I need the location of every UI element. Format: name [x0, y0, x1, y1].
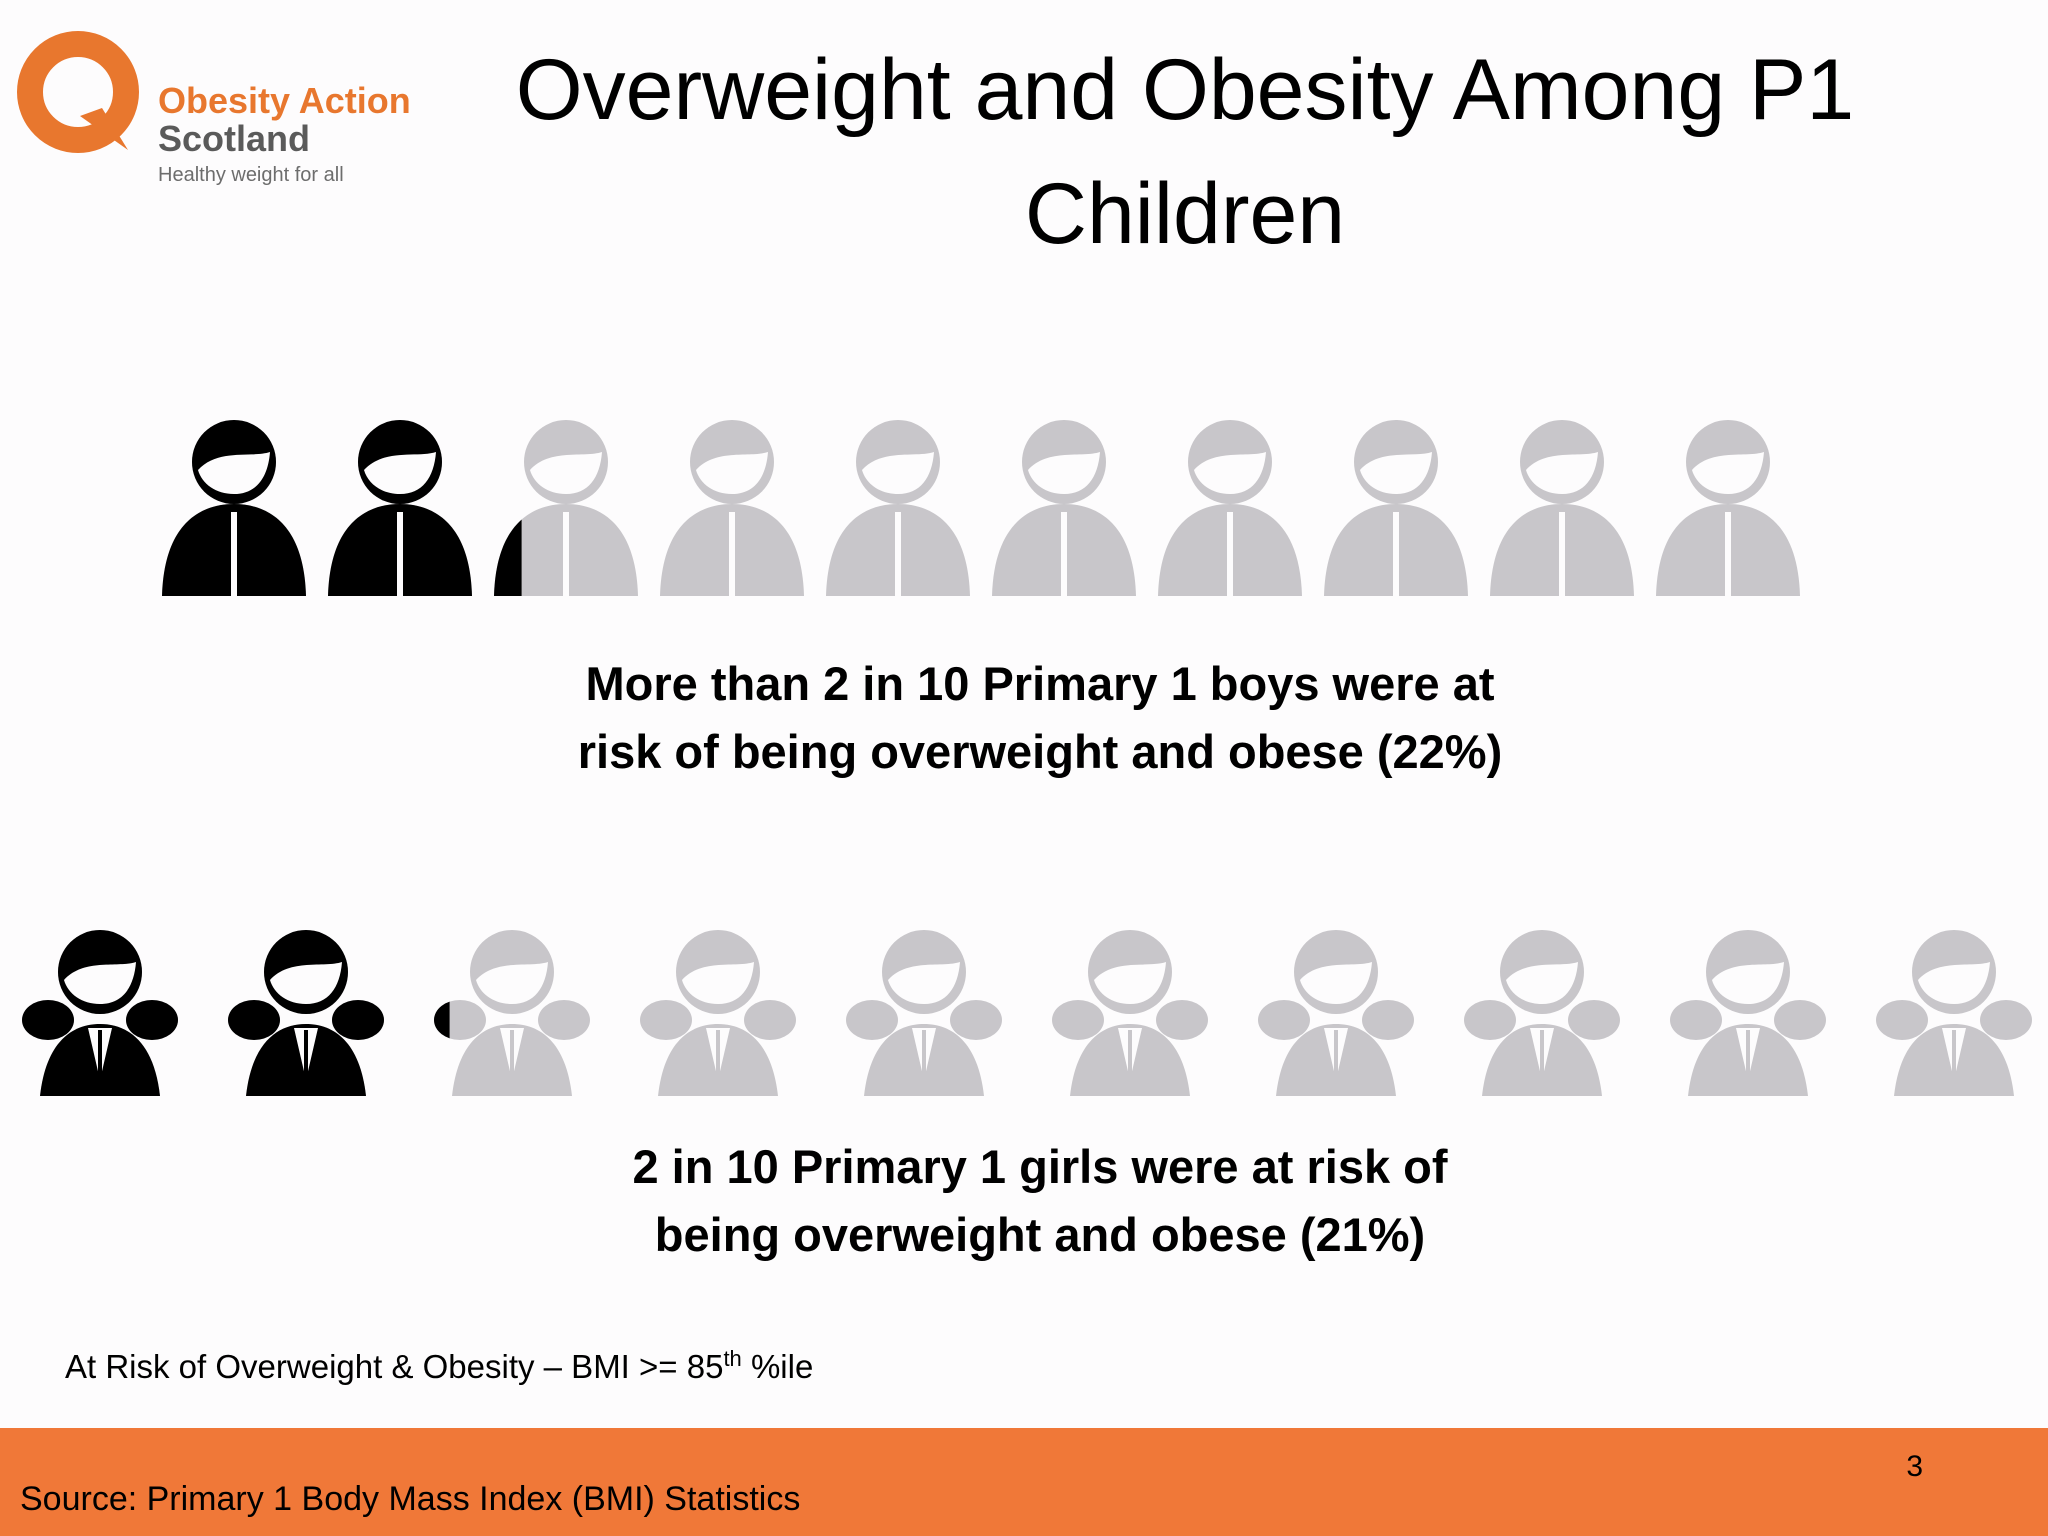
- boys-caption: More than 2 in 10 Primary 1 boys were at…: [420, 650, 1660, 786]
- source-text: Source: Primary 1 Body Mass Index (BMI) …: [20, 1480, 801, 1518]
- logo-name: Obesity Action Scotland: [158, 82, 428, 158]
- slide-title: Overweight and Obesity Among P1 Children: [430, 28, 1940, 276]
- girls-caption-line1: 2 in 10 Primary 1 girls were at risk of: [632, 1140, 1448, 1193]
- boy-icon-3: [494, 420, 638, 596]
- slide-title-line2: Children: [1024, 166, 1346, 262]
- boy-icon-2: [328, 420, 472, 596]
- girl-icon-7: [1258, 930, 1414, 1096]
- girl-icon-6: [1052, 930, 1208, 1096]
- logo-name-line2: Scotland: [158, 118, 311, 159]
- logo-name-line1: Obesity Action: [158, 80, 411, 121]
- girl-icon-4: [640, 930, 796, 1096]
- girl-icon-1: [22, 930, 178, 1096]
- girls-caption-line2: being overweight and obese (21%): [654, 1208, 1426, 1261]
- girl-icon-5: [846, 930, 1002, 1096]
- boy-icon-5: [826, 420, 970, 596]
- definition-note: At Risk of Overweight & Obesity – BMI >=…: [65, 1346, 813, 1386]
- logo-tagline: Healthy weight for all: [158, 164, 344, 186]
- girl-icon-2: [228, 930, 384, 1096]
- boy-icon-10: [1656, 420, 1800, 596]
- slide-number: 3: [1906, 1450, 1923, 1483]
- girl-icon-8: [1464, 930, 1620, 1096]
- q-logo-icon: [17, 31, 139, 153]
- boys-caption-line1: More than 2 in 10 Primary 1 boys were at: [585, 657, 1495, 710]
- girl-icon-9: [1670, 930, 1826, 1096]
- boys-caption-line2: risk of being overweight and obese (22%): [577, 725, 1503, 778]
- boy-icon-7: [1158, 420, 1302, 596]
- logo: Obesity Action Scotland Healthy weight f…: [10, 30, 430, 200]
- girl-icon-10: [1876, 930, 2032, 1096]
- slide-title-line1: Overweight and Obesity Among P1: [515, 42, 1855, 138]
- boy-icon-6: [992, 420, 1136, 596]
- definition-note-text: At Risk of Overweight & Obesity – BMI >=…: [65, 1348, 724, 1385]
- girls-caption: 2 in 10 Primary 1 girls were at risk of …: [420, 1133, 1660, 1269]
- definition-note-sup: th: [723, 1346, 742, 1371]
- boy-icon-4: [660, 420, 804, 596]
- footer-bar: 3 Source: Primary 1 Body Mass Index (BMI…: [0, 1428, 2048, 1536]
- boy-icon-8: [1324, 420, 1468, 596]
- girl-icon-3: [434, 930, 590, 1096]
- definition-note-suffix: %ile: [741, 1348, 814, 1385]
- boy-icon-1: [162, 420, 306, 596]
- boy-icon-9: [1490, 420, 1634, 596]
